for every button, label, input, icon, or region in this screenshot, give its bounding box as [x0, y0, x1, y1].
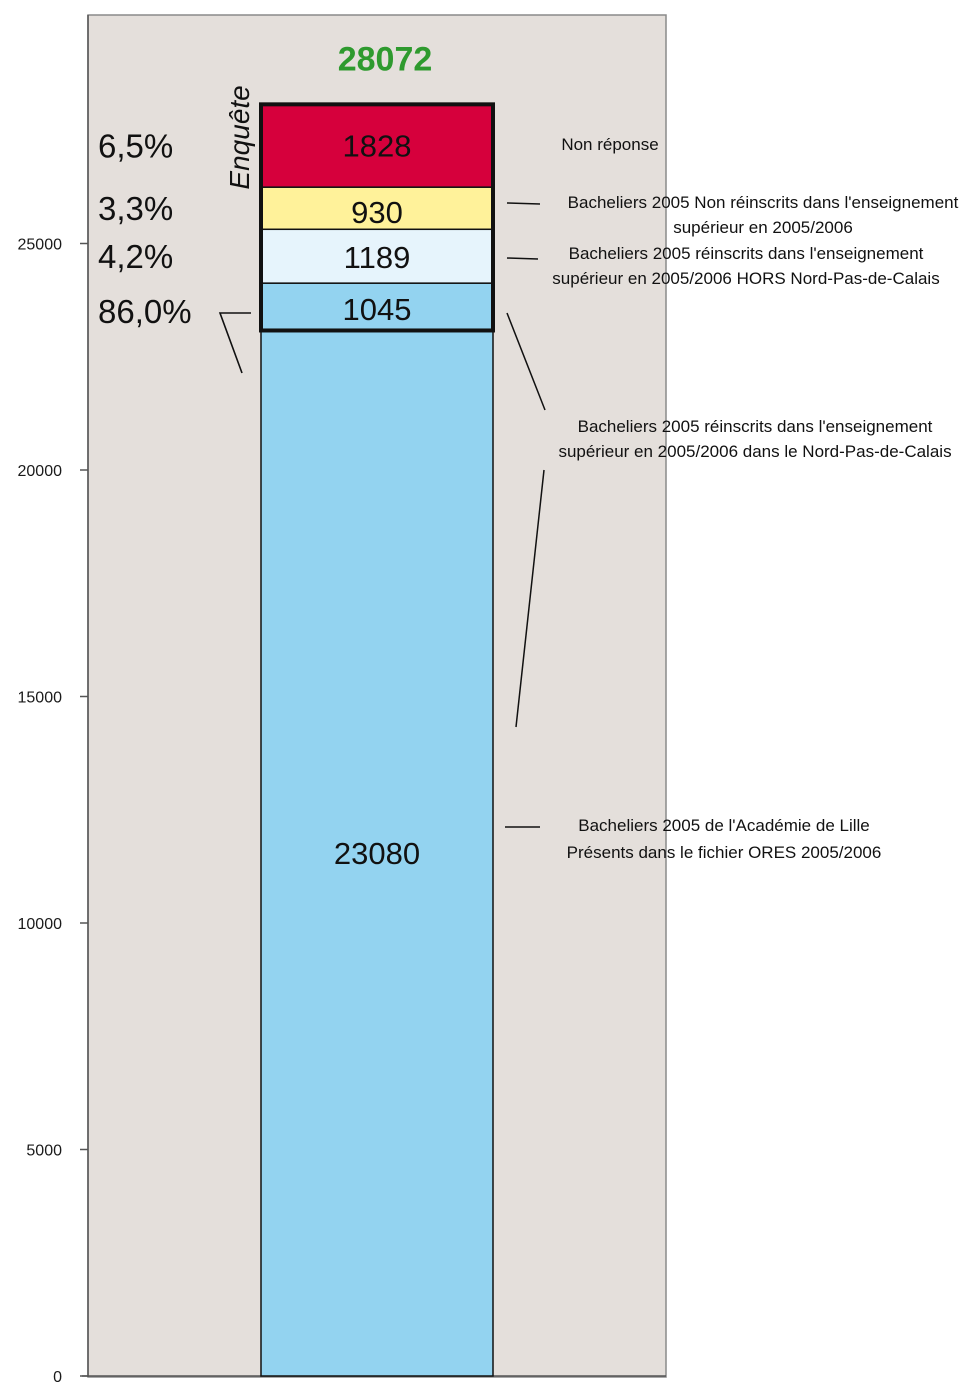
data-label-1045: 1045 [343, 292, 412, 327]
y-tick-label: 0 [53, 1369, 62, 1382]
annotation-23080: Bacheliers 2005 de l'Académie de Lille Pr… [567, 816, 882, 862]
annotation-930: Bacheliers 2005 Non réinscrits dans l'en… [568, 193, 959, 237]
percentage-label: 3,3% [98, 190, 173, 227]
data-label-1828: 1828 [343, 129, 412, 164]
bar-segments: 23080 1045 1189 930 1828 [260, 103, 494, 1377]
annotation-1828: Non réponse [561, 135, 658, 154]
y-axis: 0 5000 10000 15000 20000 25000 [18, 15, 666, 1382]
annotation-1045: Bacheliers 2005 réinscrits dans l'enseig… [558, 417, 951, 461]
annotation-line: supérieur en 2005/2006 dans le Nord-Pas-… [558, 442, 951, 461]
total-label: 28072 [338, 40, 433, 78]
y-tick-label: 5000 [26, 1143, 62, 1160]
annotation-leader [506, 257, 539, 260]
y-tick-label: 10000 [18, 916, 63, 933]
annotation-line: Bacheliers 2005 réinscrits dans l'enseig… [569, 244, 924, 263]
annotation-line: supérieur en 2005/2006 HORS Nord-Pas-de-… [552, 269, 939, 288]
data-label-23080: 23080 [334, 836, 420, 871]
data-label-930: 930 [351, 195, 403, 230]
annotation-1189: Bacheliers 2005 réinscrits dans l'enseig… [552, 244, 939, 288]
annotation-line: supérieur en 2005/2006 [673, 218, 853, 237]
y-tick-label: 20000 [18, 463, 63, 480]
bar-segment-23080 [260, 329, 494, 1377]
annotation-leader [506, 202, 541, 205]
survey-label: Enquête [224, 85, 255, 189]
annotation-line: Présents dans le fichier ORES 2005/2006 [567, 843, 882, 862]
y-tick-label: 15000 [18, 690, 63, 707]
annotation-line: Non réponse [561, 135, 658, 154]
annotation-line: Bacheliers 2005 de l'Académie de Lille [578, 816, 869, 835]
annotation-line: Bacheliers 2005 réinscrits dans l'enseig… [578, 417, 933, 436]
percentage-label: 86,0% [98, 293, 192, 330]
overlay: 28072 Enquête 86,0% 4,2% 3,3% 6,5% Bacheliers … [98, 40, 959, 862]
data-label-1189: 1189 [344, 240, 411, 275]
survey-frame [259, 102, 495, 333]
percentage-label: 4,2% [98, 238, 173, 275]
annotation-leader [506, 312, 546, 411]
y-tick-label: 25000 [18, 237, 63, 254]
annotation-leader [515, 469, 545, 728]
bar-segment-1828 [260, 103, 494, 188]
annotation-line: Bacheliers 2005 Non réinscrits dans l'en… [568, 193, 959, 212]
percentage-label: 6,5% [98, 128, 173, 165]
percentage-leader [218, 312, 251, 374]
